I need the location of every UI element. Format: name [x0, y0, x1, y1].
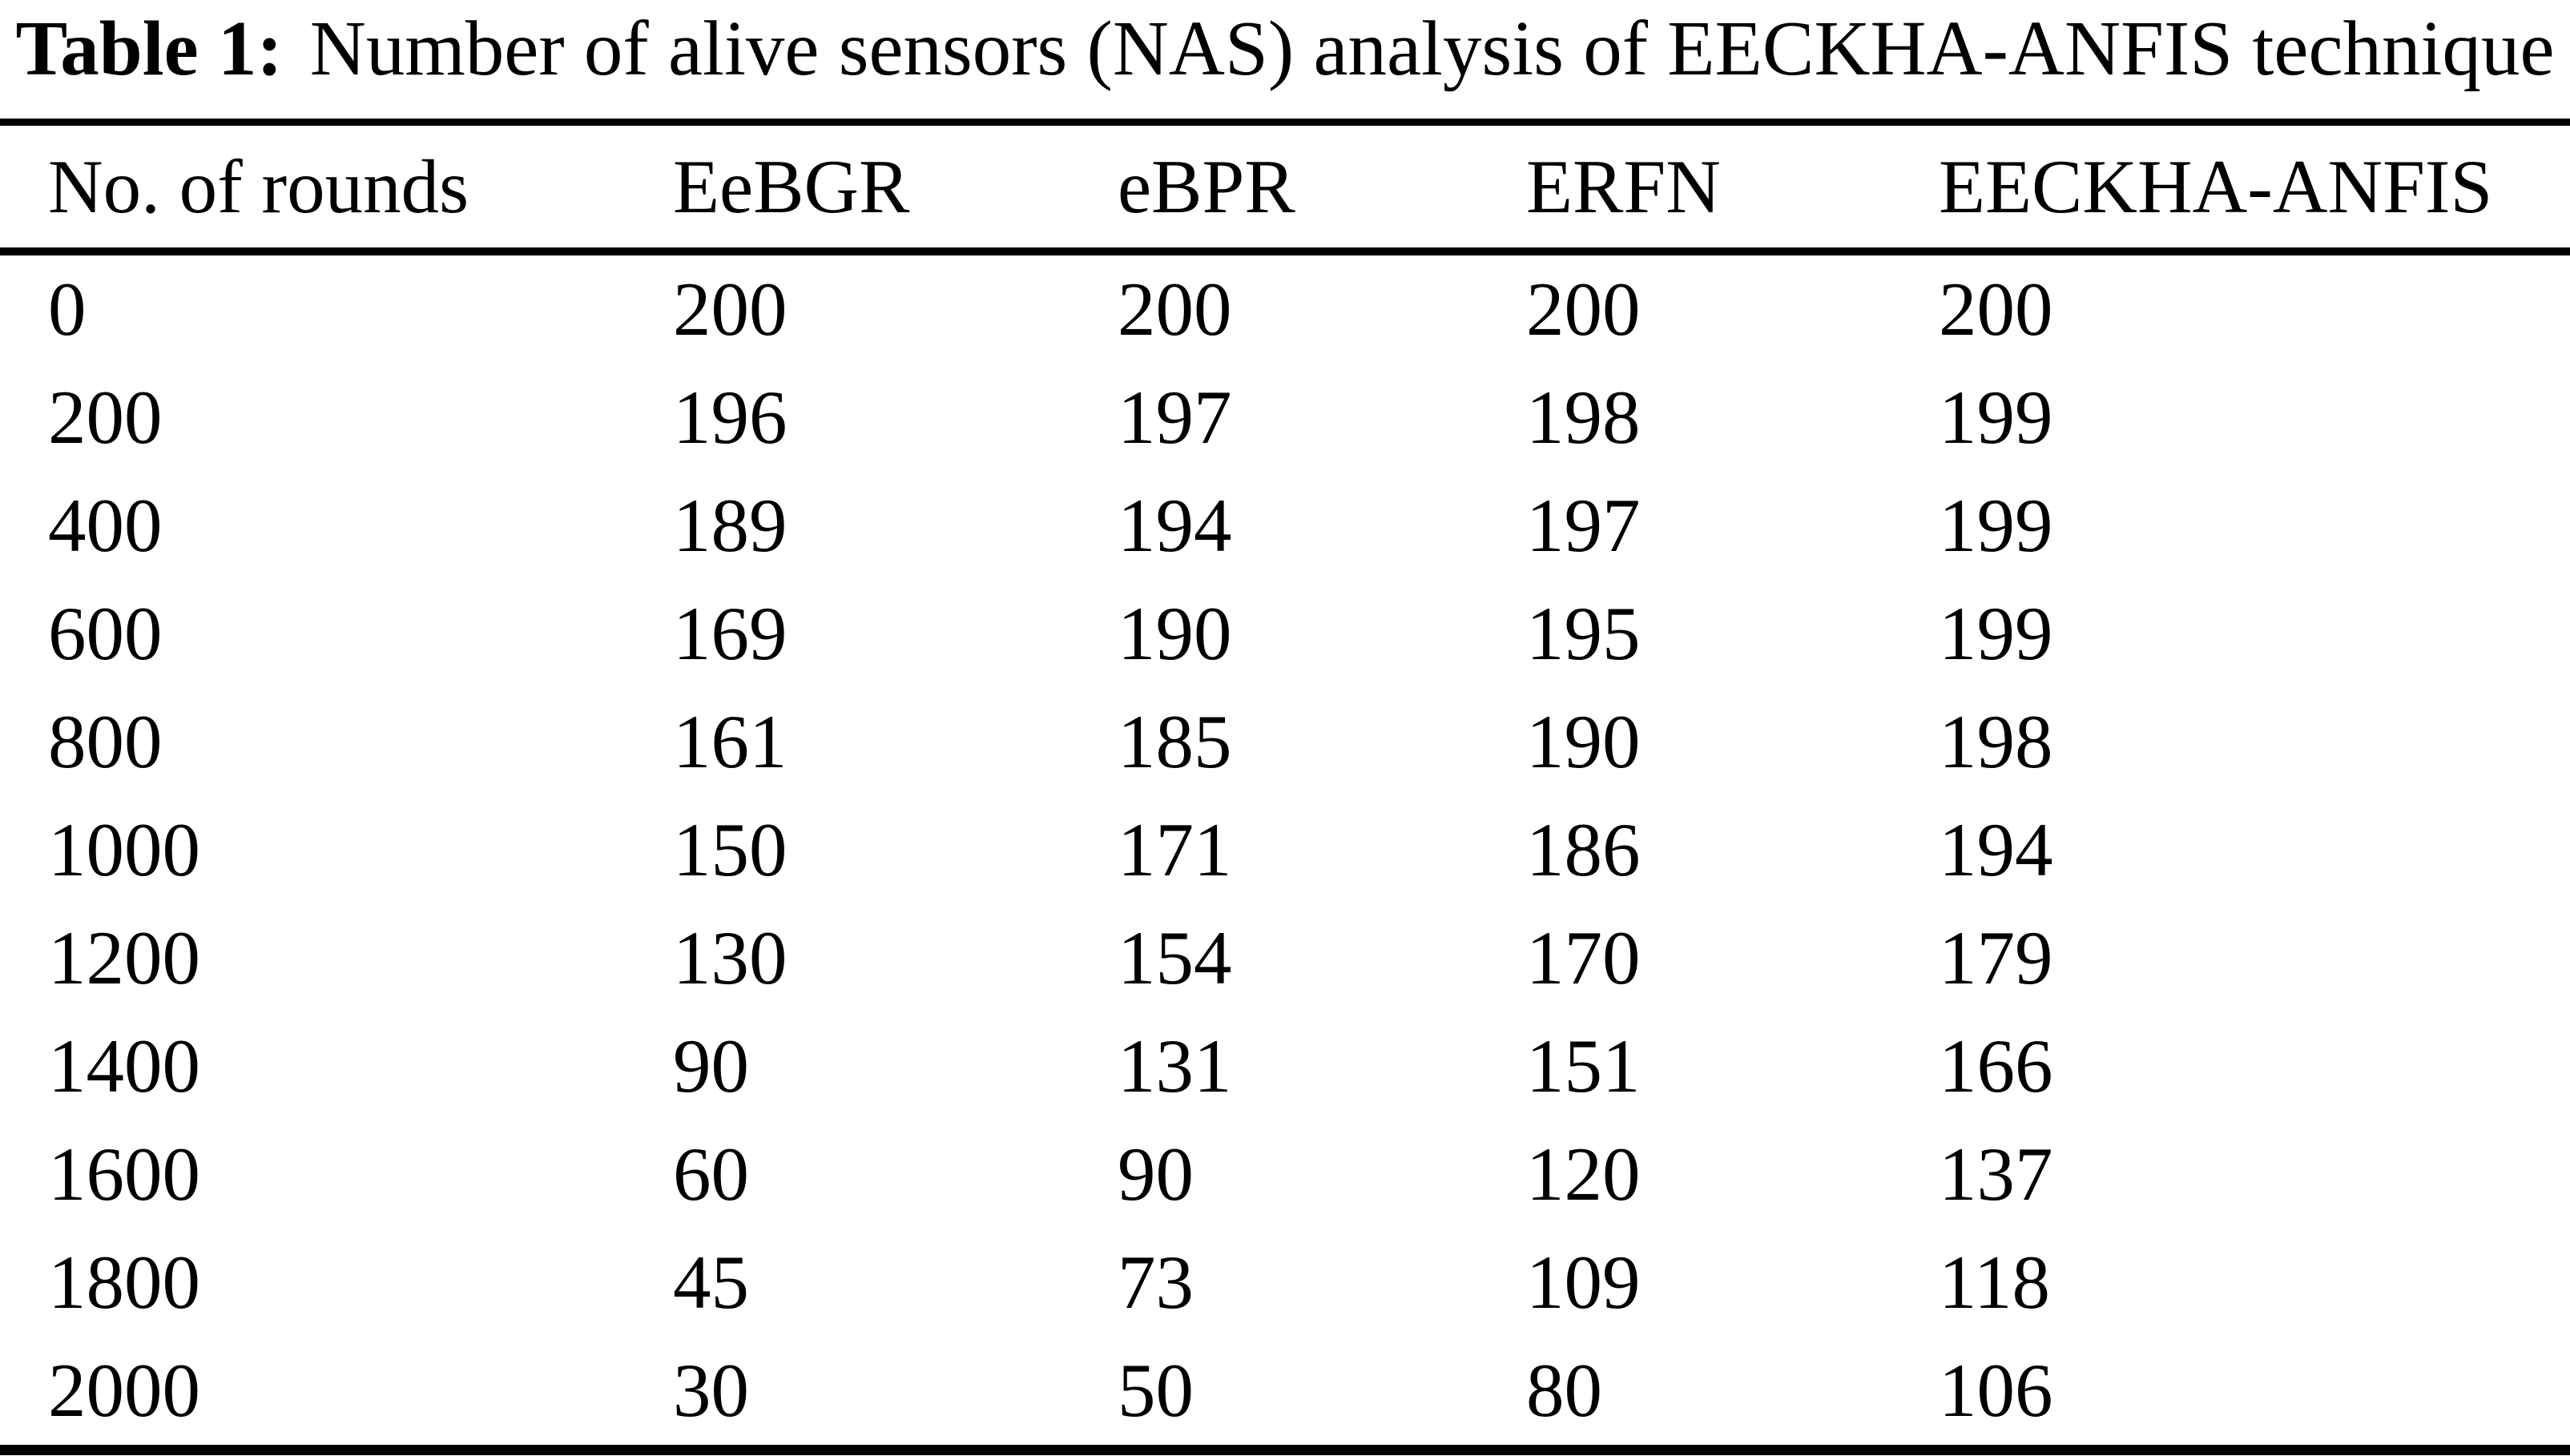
row-label-rounds: 1200	[48, 920, 200, 996]
row-label-rounds: 400	[48, 488, 163, 564]
cell-value: 197	[1526, 488, 1641, 564]
cell-value: 154	[1118, 920, 1232, 996]
cell-value: 195	[1526, 596, 1641, 672]
cell-value: 200	[1118, 271, 1232, 348]
table-caption: Table 1: Number of alive sensors (NAS) a…	[0, 0, 2570, 119]
cell-value: 179	[1939, 920, 2053, 996]
cell-value: 90	[673, 1028, 749, 1104]
row-label-rounds: 1400	[48, 1028, 200, 1104]
column-header-rounds: No. of rounds	[48, 148, 469, 225]
cell-value: 137	[1939, 1136, 2053, 1213]
cell-value: 60	[673, 1136, 749, 1213]
cell-value: 50	[1118, 1353, 1194, 1429]
cell-value: 196	[673, 380, 788, 456]
cell-value: 80	[1526, 1353, 1602, 1429]
cell-value: 130	[673, 920, 788, 996]
cell-value: 151	[1526, 1028, 1641, 1104]
cell-value: 170	[1526, 920, 1641, 996]
row-label-rounds: 2000	[48, 1353, 200, 1429]
cell-value: 186	[1526, 812, 1641, 888]
cell-value: 118	[1939, 1245, 2050, 1321]
cell-value: 190	[1526, 704, 1641, 780]
cell-value: 169	[673, 596, 788, 672]
table-row: 0 200 200 200 200	[0, 255, 2570, 364]
table-row: 600 169 190 195 199	[0, 580, 2570, 688]
row-label-rounds: 1000	[48, 812, 200, 888]
table-caption-text: Number of alive sensors (NAS) analysis o…	[309, 6, 2555, 91]
table-row: 1400 90 131 151 166	[0, 1012, 2570, 1120]
cell-value: 194	[1118, 488, 1232, 564]
cell-value: 199	[1939, 488, 2053, 564]
table-header-row: No. of rounds EeBGR eBPR ERFN EECKHA-ANF…	[0, 126, 2570, 247]
table-row: 200 196 197 198 199	[0, 364, 2570, 472]
table-top-rule	[0, 119, 2570, 126]
cell-value: 198	[1939, 704, 2053, 780]
cell-value: 30	[673, 1353, 749, 1429]
cell-value: 199	[1939, 380, 2053, 456]
table-row: 1800 45 73 109 118	[0, 1229, 2570, 1337]
cell-value: 73	[1118, 1245, 1194, 1321]
cell-value: 90	[1118, 1136, 1194, 1213]
table-row: 800 161 185 190 198	[0, 688, 2570, 796]
table-body: 0 200 200 200 200 200 196 197 198 199 400 189 194 197…	[0, 255, 2570, 1445]
column-header-erfn: ERFN	[1526, 148, 1721, 225]
table-row: 400 189 194 197 199	[0, 472, 2570, 580]
cell-value: 106	[1939, 1353, 2053, 1429]
column-header-eeckha-anfis: EECKHA-ANFIS	[1939, 148, 2493, 225]
cell-value: 171	[1118, 812, 1232, 888]
cell-value: 190	[1118, 596, 1232, 672]
cell-value: 189	[673, 488, 788, 564]
cell-value: 200	[673, 271, 788, 348]
table-row: 1000 150 171 186 194	[0, 796, 2570, 904]
cell-value: 200	[1939, 271, 2053, 348]
column-header-eebgr: EeBGR	[673, 148, 910, 225]
table-row: 1200 130 154 170 179	[0, 904, 2570, 1012]
cell-value: 109	[1526, 1245, 1641, 1321]
cell-value: 197	[1118, 380, 1232, 456]
cell-value: 131	[1118, 1028, 1232, 1104]
cell-value: 45	[673, 1245, 749, 1321]
column-header-ebpr: eBPR	[1118, 148, 1295, 225]
table-bottom-rule	[0, 1445, 2570, 1455]
cell-value: 198	[1526, 380, 1641, 456]
cell-value: 199	[1939, 596, 2053, 672]
table-row: 1600 60 90 120 137	[0, 1120, 2570, 1229]
row-label-rounds: 0	[48, 271, 87, 348]
cell-value: 185	[1118, 704, 1232, 780]
row-label-rounds: 600	[48, 596, 163, 672]
table-caption-label: Table 1:	[15, 6, 283, 91]
table-header-rule	[0, 247, 2570, 255]
cell-value: 194	[1939, 812, 2053, 888]
cell-value: 166	[1939, 1028, 2053, 1104]
row-label-rounds: 800	[48, 704, 163, 780]
row-label-rounds: 200	[48, 380, 163, 456]
table-row: 2000 30 50 80 106	[0, 1337, 2570, 1445]
cell-value: 150	[673, 812, 788, 888]
cell-value: 120	[1526, 1136, 1641, 1213]
cell-value: 200	[1526, 271, 1641, 348]
row-label-rounds: 1600	[48, 1136, 200, 1213]
cell-value: 161	[673, 704, 788, 780]
row-label-rounds: 1800	[48, 1245, 200, 1321]
